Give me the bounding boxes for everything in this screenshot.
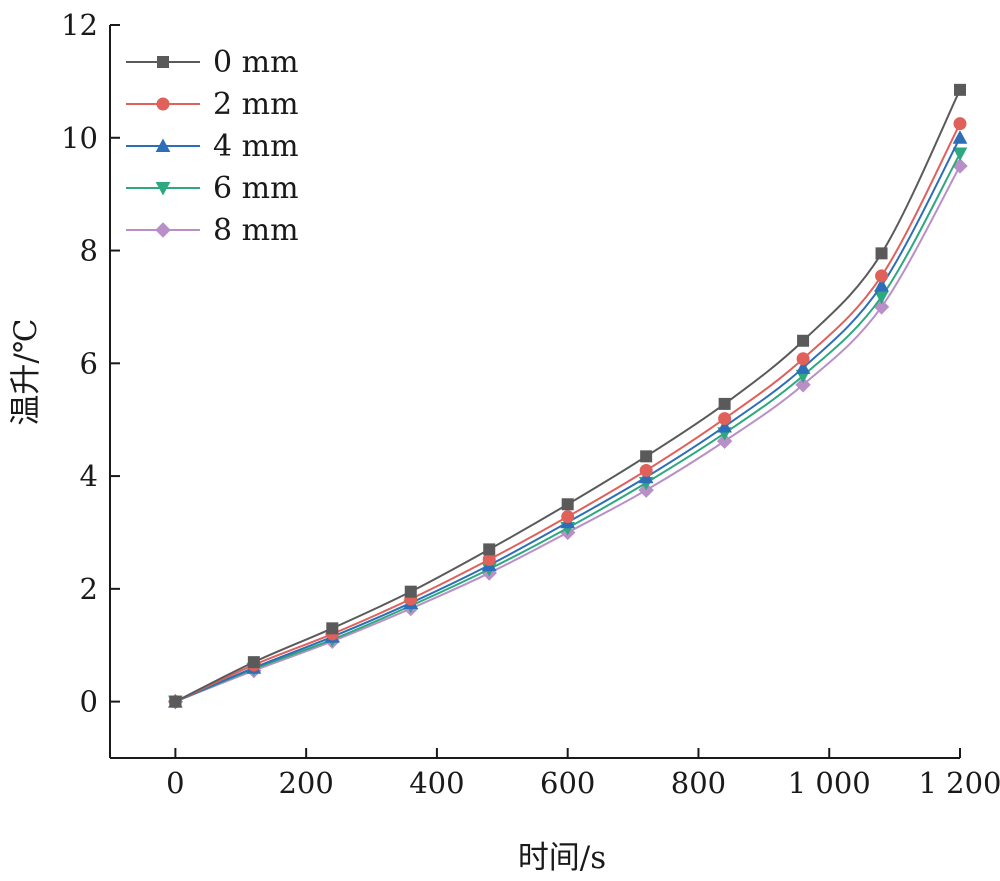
series-group	[167, 83, 968, 710]
data-point	[247, 656, 260, 669]
legend-label: 6 mm	[213, 171, 299, 206]
legend-label: 8 mm	[213, 213, 299, 248]
data-point	[561, 510, 575, 524]
x-axis-title: 时间/s	[518, 840, 606, 876]
data-point	[716, 433, 733, 449]
series-line	[175, 153, 961, 703]
x-tick-label: 600	[540, 766, 595, 800]
data-point	[875, 269, 889, 283]
data-point	[718, 397, 731, 410]
data-point	[169, 695, 182, 708]
y-tick-label: 8	[80, 234, 98, 268]
data-point	[326, 622, 339, 635]
y-tick-label: 6	[80, 346, 98, 380]
x-tick-label: 200	[278, 766, 333, 800]
legend-marker	[157, 56, 169, 68]
legend-item: 4 mm	[126, 129, 299, 164]
legend-marker	[155, 222, 171, 238]
y-tick-label: 10	[61, 121, 98, 155]
x-tick-label: 0	[166, 766, 184, 800]
legend-marker	[155, 138, 171, 152]
legend-label: 2 mm	[213, 87, 299, 122]
data-point	[874, 277, 889, 292]
x-tick-label: 1 000	[788, 766, 871, 800]
x-tick-label: 400	[409, 766, 464, 800]
y-tick-label: 12	[61, 8, 98, 42]
data-point	[640, 450, 653, 463]
axes: 0 200 400 600 800 1 000 1 200 0 2 4 6 8 10 12	[61, 8, 1000, 800]
data-point	[952, 147, 968, 162]
data-point	[795, 377, 811, 393]
series-0-mm	[169, 83, 966, 708]
legend-item: 2 mm	[126, 87, 299, 122]
data-point	[875, 247, 888, 260]
data-point	[639, 463, 653, 477]
legend-marker	[155, 182, 171, 196]
data-point	[718, 412, 732, 426]
data-point	[795, 360, 811, 374]
data-point	[717, 418, 732, 433]
legend: 0 mm 2 mm 4 mm 6 mm 8 mm	[126, 45, 299, 248]
data-point	[404, 585, 417, 598]
series-line	[174, 89, 961, 703]
data-point	[954, 83, 966, 96]
series-2-mm	[168, 117, 967, 709]
legend-marker	[156, 97, 170, 111]
legend-label: 4 mm	[213, 129, 299, 164]
y-tick-label: 0	[80, 685, 98, 719]
y-tick-label: 4	[80, 459, 98, 493]
y-axis-title: 温升/℃	[8, 318, 44, 425]
series-line	[174, 123, 961, 703]
data-point	[797, 334, 810, 347]
data-point	[952, 130, 968, 144]
data-point	[953, 117, 967, 131]
x-tick-label: 800	[671, 766, 726, 800]
data-point	[483, 543, 496, 556]
legend-item: 8 mm	[126, 213, 299, 248]
data-point	[796, 352, 810, 366]
legend-label: 0 mm	[213, 45, 299, 80]
series-line	[175, 165, 961, 703]
legend-item: 0 mm	[126, 45, 299, 80]
data-point	[561, 498, 574, 511]
series-line	[174, 137, 961, 703]
x-tick-label: 1 200	[918, 766, 1000, 800]
y-tick-label: 2	[80, 572, 98, 606]
legend-item: 6 mm	[126, 171, 299, 206]
